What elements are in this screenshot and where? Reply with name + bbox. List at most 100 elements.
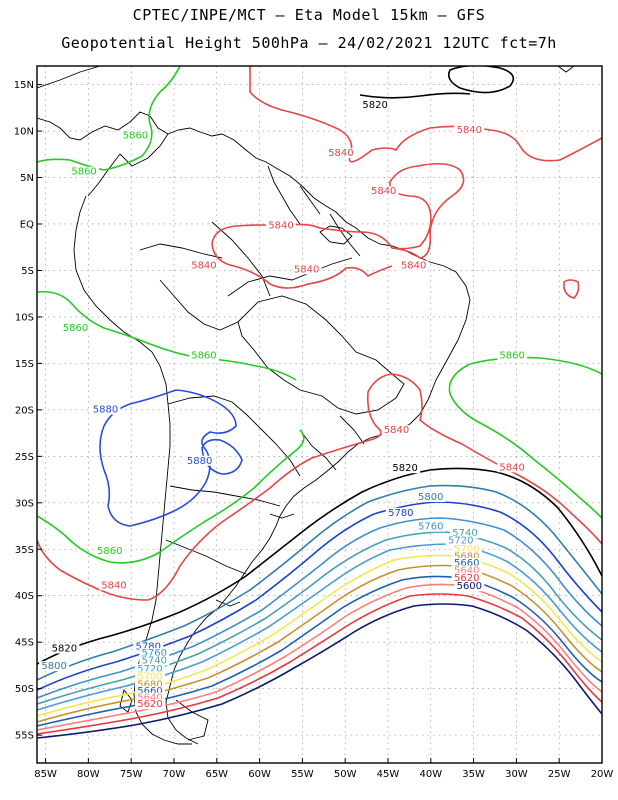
contour-label-5840: 5840 [381,425,412,436]
contour-label-bg [90,404,121,415]
contour-label-5860: 5860 [188,350,219,362]
contour-label-bg [368,186,399,197]
contour-label-5800: 5800 [415,491,446,503]
contour-label-bg [454,124,485,135]
lat-tick-label: 20S [15,405,34,416]
lat-tick-label: 55S [15,731,34,742]
lon-tick-label: 80W [77,769,100,780]
contour-label-bg [398,260,429,271]
contour-label-5820: 5820 [49,643,80,654]
contour-label-bg [445,535,476,546]
contour-label-5760: 5760 [139,648,170,659]
contour-label-text: 5660 [454,558,479,569]
contour-label-text: 5840 [268,221,293,232]
contour-label-text: 5820 [52,643,77,654]
contour-5600 [37,603,602,739]
contour-5840-east-small [563,279,580,299]
contour-label-bg [60,322,91,333]
contour-label-text: 5820 [362,100,387,111]
contour-label-bg [135,679,165,690]
contour-label-bg [390,463,421,474]
contour-label-text: 5660 [137,686,162,697]
contour-label-5660: 5660 [135,686,165,697]
contour-label-text: 5740 [452,528,477,539]
lat-tick-label: 10N [14,127,34,138]
contour-label-5720: 5720 [135,663,165,675]
lon-tick-label: 30W [505,769,528,780]
contour-label-bg [451,557,482,568]
contour-label-bg [450,528,481,539]
lon-tick-label: 50W [334,769,357,780]
lat-tick-label: EQ [20,219,34,230]
contour-label-bg [139,648,170,659]
contour-labels: 5820 5840 5840 5840 5840 5840 5840 5840 5840 5840… [39,99,528,710]
contour-label-text: 5860 [97,546,122,557]
lon-tick-label: 70W [163,769,186,780]
contour-label-bg [451,551,482,562]
contour-label-text: 5840 [294,264,319,275]
contour-5860-east [448,356,602,519]
contour-label-bg [135,686,165,697]
contour-label-bg [360,99,391,110]
contour-5860-mid [37,290,297,381]
coastlines [37,66,575,745]
contour-5840-north [249,66,602,163]
contour-label-5880: 5880 [90,404,121,416]
lon-tick-label: 35W [462,769,485,780]
contour-label-bg [184,455,215,466]
contour-label-bg [325,148,356,159]
lat-tick-label: 30S [15,498,34,509]
contour-label-5880: 5880 [184,455,215,467]
contour-label-bg [135,671,165,682]
contour-label-text: 5720 [448,536,473,547]
contour-label-bg [497,462,528,473]
contour-label-bg [188,350,219,361]
contour-label-5700: 5700 [451,544,482,555]
contour-label-bg [188,260,219,271]
contour-label-bg [291,264,322,275]
contour-label-text: 5840 [384,425,409,436]
contour-5820-south [37,467,602,665]
contour-label-5620: 5620 [451,572,482,584]
contour-label-5840: 5840 [497,462,528,473]
contour-label-5680: 5680 [135,679,165,691]
contour-label-5860: 5860 [60,322,91,334]
lon-tick-label: 40W [419,769,442,780]
lon-tick-label: 25W [548,769,571,780]
contour-label-text: 5780 [136,642,161,653]
contour-label-text: 5840 [101,580,126,591]
contour-label-text: 5680 [137,680,162,691]
contour-label-bg [265,220,296,231]
contour-label-5840: 5840 [368,186,399,197]
contour-label-5860: 5860 [94,545,125,557]
contour-label-bg [135,663,165,674]
axis-tick-labels: 15N 10N 5N EQ 5S 10S 15S 20S 25S 30S 35S 40S 45S 50S 5… [14,80,614,780]
lat-tick-label: 25S [15,452,34,463]
contour-label-text: 5640 [137,693,162,704]
contour-label-5840: 5840 [398,260,429,272]
contour-label-text: 5760 [418,522,443,533]
contour-label-5780: 5780 [133,641,164,653]
contour-label-text: 5840 [401,261,426,272]
contour-label-5600: 5600 [454,581,485,592]
contour-label-text: 5780 [388,508,413,519]
lat-tick-label: 5N [20,173,34,184]
contour-label-text: 5800 [418,492,443,503]
contour-label-5660: 5660 [451,557,482,569]
contour-label-bg [139,655,170,666]
contour-label-bg [49,643,80,654]
lon-tick-label: 60W [248,769,271,780]
contour-label-5820: 5820 [390,463,421,474]
contour-label-bg [120,130,151,141]
contour-label-5840: 5840 [291,264,322,275]
contour-label-text: 5860 [63,323,88,334]
contour-label-text: 5840 [191,261,216,272]
lat-tick-label: 5S [21,266,34,277]
contour-label-5740: 5740 [139,655,170,667]
contour-label-5780: 5780 [385,507,416,519]
contour-5880-inner [201,438,243,475]
contour-label-bg [135,692,165,703]
contour-label-text: 5760 [142,648,167,659]
contour-label-5820: 5820 [360,99,391,111]
contour-label-5720: 5720 [445,535,476,547]
